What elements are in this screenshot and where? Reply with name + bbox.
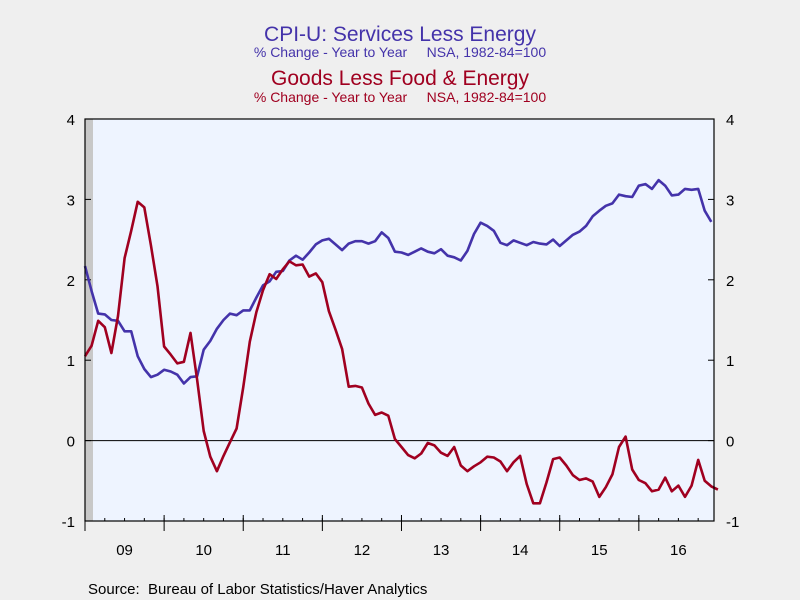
x-tick-label: 09 xyxy=(116,542,133,559)
recession-shade xyxy=(85,119,93,521)
series-line-2 xyxy=(83,200,719,505)
y-tick-label-right: 0 xyxy=(726,434,734,451)
chart-subtitle-1: % Change - Year to Year NSA, 1982-84=100 xyxy=(254,44,546,60)
y-tick-label-right: 1 xyxy=(726,353,734,370)
x-tick-label: 15 xyxy=(591,542,608,559)
plot-frame xyxy=(84,118,715,522)
x-tick-label: 14 xyxy=(512,542,529,559)
y-tick-label-left: 2 xyxy=(67,273,75,290)
y-tick-label-right: 4 xyxy=(726,112,734,129)
y-tick-label-right: 3 xyxy=(726,192,734,209)
x-tick-label: 12 xyxy=(354,542,371,559)
chart-subtitle-2: % Change - Year to Year NSA, 1982-84=100 xyxy=(254,89,546,105)
x-tick-label: 10 xyxy=(195,542,212,559)
plot-background xyxy=(85,119,714,521)
y-tick-label-right: -1 xyxy=(726,514,739,531)
y-tick-label-left: 1 xyxy=(67,353,75,370)
plot-area: -1 -10 01 12 23 34 409 10 11 12 13 14 15 16 xyxy=(62,112,740,559)
x-tick-label: 11 xyxy=(275,542,291,559)
chart-title-1: CPI-U: Services Less Energy xyxy=(264,23,536,46)
x-tick-label: 16 xyxy=(670,542,687,559)
source-note: Source: Bureau of Labor Statistics/Haver… xyxy=(88,581,427,598)
y-tick-label-right: 2 xyxy=(726,273,734,290)
y-tick-label-left: 3 xyxy=(67,192,75,209)
y-tick-label-left: 0 xyxy=(67,434,75,451)
series-line-1 xyxy=(83,178,713,385)
chart-title-2: Goods Less Food & Energy xyxy=(271,67,529,90)
x-tick-label: 13 xyxy=(433,542,450,559)
y-tick-label-left: 4 xyxy=(67,112,75,129)
y-tick-label-left: -1 xyxy=(62,514,75,531)
